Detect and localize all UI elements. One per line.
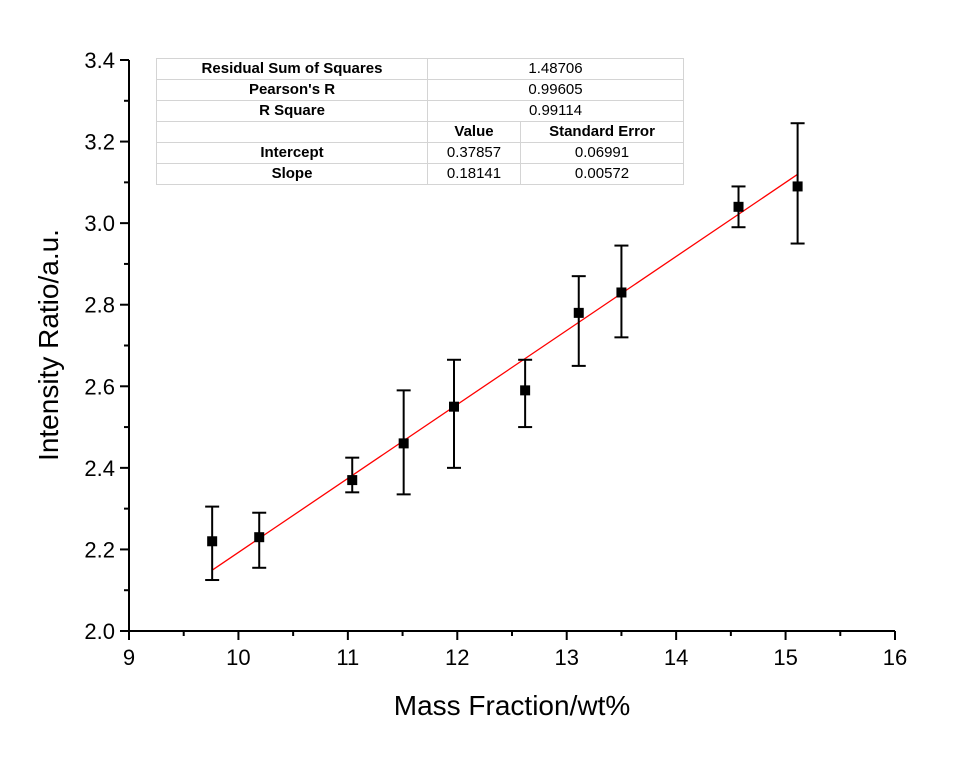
row-value: 0.99605: [427, 79, 684, 101]
data-point: [347, 475, 358, 486]
data-point-group: [345, 456, 360, 494]
row-label: Pearson's R: [156, 79, 428, 101]
data-point-group: [731, 185, 746, 229]
table-row: Slope 0.18141 0.00572: [156, 163, 684, 185]
fit-line-layer: [211, 173, 798, 571]
param-value: 0.18141: [427, 163, 521, 185]
data-point-group: [571, 275, 586, 367]
row-label: R Square: [156, 100, 428, 122]
y-tick-label: 2.4: [84, 456, 115, 481]
axes: 9 10 11 12 13 14 15 16 2.0 2.2 2.4 2.6 2.8 3.0 3.2 3.4: [84, 48, 907, 670]
y-tick-label: 3.4: [84, 48, 115, 73]
data-point-group: [518, 358, 533, 429]
data-point: [520, 385, 531, 396]
data-point-group: [614, 244, 629, 339]
y-axis-title: Intensity Ratio/a.u.: [33, 229, 64, 461]
param-value: 0.37857: [427, 142, 521, 164]
table-row: Pearson's R 0.99605: [156, 79, 684, 101]
data-point: [398, 438, 409, 449]
data-point-group: [205, 505, 220, 582]
header-value: Value: [427, 121, 521, 143]
x-tick-label: 13: [554, 645, 578, 670]
x-tick-label: 12: [445, 645, 469, 670]
x-tick-label: 9: [123, 645, 135, 670]
param-stderr: 0.00572: [520, 163, 684, 185]
x-tick-label: 16: [883, 645, 907, 670]
header-blank: [156, 121, 428, 143]
param-label: Slope: [156, 163, 428, 185]
data-point-group: [396, 389, 411, 496]
row-value: 1.48706: [427, 58, 684, 80]
y-tick-label: 3.0: [84, 211, 115, 236]
y-tick-label: 3.2: [84, 130, 115, 155]
fit-line: [211, 173, 798, 571]
fit-statistics-table: Residual Sum of Squares 1.48706 Pearson'…: [156, 58, 684, 185]
data-point: [573, 307, 584, 318]
row-value: 0.99114: [427, 100, 684, 122]
data-points-layer: [205, 122, 805, 582]
data-point-group: [252, 511, 267, 569]
x-tick-label: 10: [226, 645, 250, 670]
x-tick-label: 15: [773, 645, 797, 670]
table-header-row: Value Standard Error: [156, 121, 684, 143]
table-row: Residual Sum of Squares 1.48706: [156, 58, 684, 80]
data-point-group: [447, 358, 462, 469]
x-axis-title: Mass Fraction/wt%: [394, 690, 631, 721]
data-point: [207, 536, 218, 547]
data-point-group: [790, 122, 805, 245]
x-tick-label: 14: [664, 645, 688, 670]
data-point: [449, 401, 460, 412]
data-point: [733, 201, 744, 212]
y-tick-label: 2.8: [84, 293, 115, 318]
table-row: Intercept 0.37857 0.06991: [156, 142, 684, 164]
y-tick-label: 2.0: [84, 619, 115, 644]
y-tick-label: 2.6: [84, 374, 115, 399]
param-stderr: 0.06991: [520, 142, 684, 164]
x-tick-label: 11: [336, 645, 359, 670]
data-point: [792, 181, 803, 192]
data-point: [616, 287, 627, 298]
header-stderr: Standard Error: [520, 121, 684, 143]
param-label: Intercept: [156, 142, 428, 164]
row-label: Residual Sum of Squares: [156, 58, 428, 80]
table-row: R Square 0.99114: [156, 100, 684, 122]
data-point: [254, 532, 265, 543]
y-tick-label: 2.2: [84, 537, 115, 562]
